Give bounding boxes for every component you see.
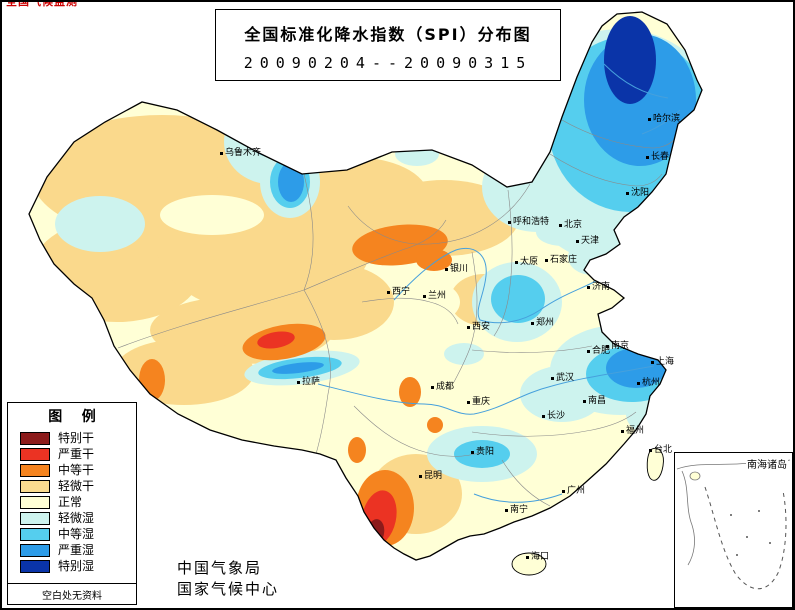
red-stamp-text: 全国气候监测 [6,0,78,8]
legend-item-label: 严重湿 [58,543,95,557]
legend-item: 特别干 [8,430,136,446]
province-borders [117,119,675,507]
map-title: 全国标准化降水指数（SPI）分布图 [244,25,532,44]
legend-item-label: 严重干 [58,447,95,461]
legend-item: 中等干 [8,462,136,478]
legend-item-label: 特别湿 [58,559,95,573]
footer-orgs: 中国气象局 国家气候中心 [177,558,279,600]
legend-header: 图 例 [48,409,96,425]
hainan-island [511,552,547,576]
map-title-box: 全国标准化降水指数（SPI）分布图 20090204--20090315 [215,9,561,81]
legend-item: 轻微湿 [8,510,136,526]
legend-color-swatch [20,559,50,573]
legend-item-label: 中等干 [58,463,95,477]
legend: 图 例 特别干 严重干 中等干 轻微干 正常 轻微湿 中等湿 严重湿 [7,402,137,605]
legend-item: 严重干 [8,446,136,462]
legend-color-swatch [20,543,50,557]
legend-color-swatch [20,463,50,477]
legend-note: 空白处无资料 [8,583,136,604]
rivers [317,63,681,503]
org-ncc: 国家气候中心 [177,580,280,598]
taiwan-island [646,447,664,481]
legend-color-swatch [20,511,50,525]
legend-item: 特别湿 [8,558,136,574]
map-date-range: 20090204--20090315 [243,54,533,72]
legend-item-label: 中等湿 [58,527,95,541]
legend-item-label: 轻微湿 [58,511,95,525]
legend-item: 严重湿 [8,542,136,558]
legend-color-swatch [20,431,50,445]
country-border [28,11,703,561]
inset-label: 南海诸岛 [746,456,788,471]
legend-color-swatch [20,495,50,509]
legend-item: 正常 [8,494,136,510]
legend-color-swatch [20,479,50,493]
legend-item-label: 特别干 [58,431,95,445]
org-cma: 中国气象局 [177,559,263,577]
legend-item-label: 正常 [58,495,83,509]
south-china-sea-inset: 南海诸岛 [674,452,793,608]
legend-color-swatch [20,447,50,461]
legend-items: 特别干 严重干 中等干 轻微干 正常 轻微湿 中等湿 严重湿 特别湿 [8,430,136,583]
legend-item-label: 轻微干 [58,479,95,493]
legend-color-swatch [20,527,50,541]
inset-map [676,459,791,590]
legend-item: 轻微干 [8,478,136,494]
legend-item: 中等湿 [8,526,136,542]
